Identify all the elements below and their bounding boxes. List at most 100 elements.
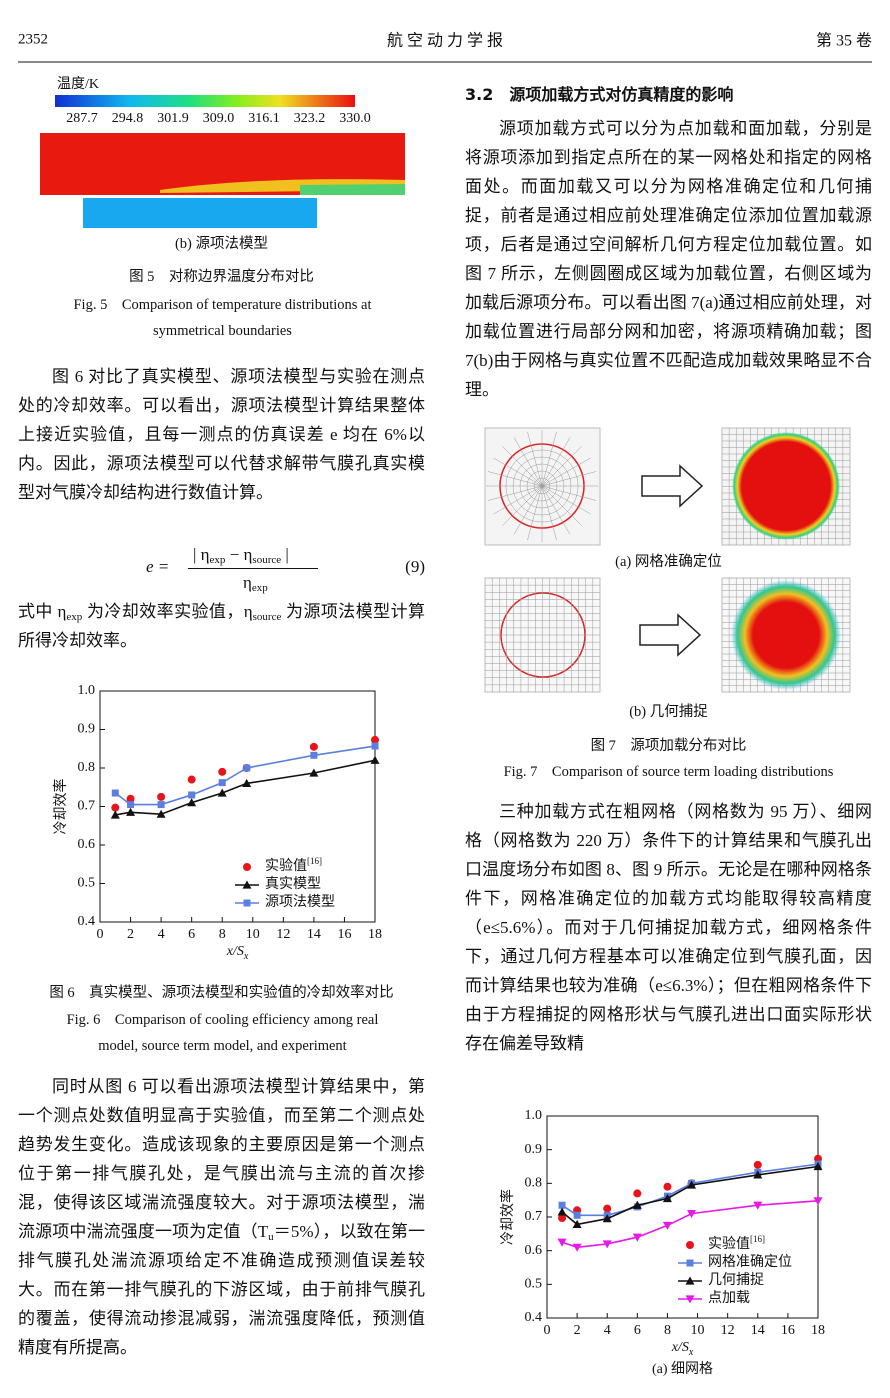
fraction-bar [188, 568, 318, 569]
y-tick-label: 0.9 [78, 722, 96, 737]
mesh-line [541, 485, 571, 535]
legend-name: 网格准确定位 [708, 1254, 792, 1270]
mesh-line [527, 485, 543, 541]
marker [557, 1238, 567, 1247]
legend-marker [243, 863, 251, 871]
x-tick-label: 6 [634, 1323, 641, 1338]
x-tick-label: 12 [276, 927, 290, 942]
mesh-line [502, 485, 543, 526]
marker [572, 1219, 582, 1229]
x-tick-label: 4 [604, 1323, 611, 1338]
x-axis-label-sub: x [688, 1347, 694, 1358]
source-blob [731, 580, 841, 690]
marker [663, 1182, 672, 1191]
marker [309, 742, 318, 751]
legend-label: 真实模型 [265, 876, 321, 892]
x-tick-label: 12 [721, 1323, 735, 1338]
caption-cn: 图 7 源项加载分布对比 [590, 738, 747, 754]
subcaption: (a) 细网格 [652, 1361, 713, 1377]
mesh-line [513, 485, 543, 535]
marker [813, 1197, 823, 1206]
eq-sub: source [252, 554, 282, 566]
mesh-line [541, 446, 582, 487]
legend-name: 点加载 [708, 1290, 750, 1306]
legend-name: 几何捕捉 [708, 1272, 764, 1288]
marker [603, 1204, 612, 1213]
mesh-line [493, 457, 543, 487]
marker [156, 809, 166, 818]
marker [126, 794, 135, 803]
mesh-line [541, 485, 597, 501]
caption-en: Fig. 7 Comparison of source term loading… [503, 764, 834, 780]
y-tick-label: 0.6 [525, 1243, 543, 1258]
x-tick-label: 6 [188, 927, 195, 942]
series-line [114, 745, 376, 806]
marker [602, 1214, 612, 1223]
mesh-line [541, 485, 582, 526]
x-tick-label: 8 [219, 927, 226, 942]
eq-numerator: | ηexp − ηsource | [193, 540, 289, 569]
paragraph: 图 6 对比了真实模型、源项法模型与实验在测点处的冷却效率。可以看出，源项法模型… [18, 367, 425, 502]
paragraph: 式中 ηexp 为冷却效率实验值，ηsource 为源项法模型计算所得冷却效率。 [18, 597, 425, 655]
mesh-line [487, 471, 543, 487]
colorbar [55, 95, 355, 107]
x-tick-label: 8 [664, 1323, 671, 1338]
mesh-line [541, 485, 591, 515]
marker [753, 1201, 763, 1210]
x-axis-label: x/Sx [671, 1340, 694, 1358]
y-tick-label: 0.5 [525, 1277, 543, 1292]
marker [632, 1233, 642, 1242]
mesh-line [493, 485, 543, 515]
x-tick-label: 0 [544, 1323, 551, 1338]
y-axis-label: 冷却效率 [499, 1189, 516, 1245]
caption-en: Fig. 6 Comparison of cooling efficiency … [66, 1012, 379, 1054]
figure7-image [484, 427, 851, 693]
marker [187, 798, 197, 807]
colorbar-tick-label: 323.2 [294, 111, 326, 126]
arrow [639, 613, 702, 657]
eq-part: − η [225, 545, 253, 564]
marker [370, 755, 380, 764]
volume: 第 35 卷 [816, 32, 872, 50]
x-tick-label: 14 [751, 1323, 765, 1338]
x-tick-label: 2 [574, 1323, 581, 1338]
legend-label: 网格准确定位 [708, 1254, 792, 1270]
eq-part: | η [193, 545, 210, 564]
text: 为源项法模型计算所得冷却效率。 [18, 602, 425, 650]
marker [557, 1207, 567, 1216]
marker [573, 1211, 581, 1219]
colorbar-tick-label: 294.8 [112, 111, 144, 126]
caption-cn: 图 6 真实模型、源项法模型和实验值的冷却效率对比 [49, 985, 394, 1001]
series-line [561, 1165, 819, 1226]
sub: exp [66, 611, 83, 623]
y-axis-label: 冷却效率 [52, 779, 69, 835]
figure5-image [40, 95, 405, 228]
y-tick-label: 1.0 [78, 683, 96, 698]
legend-name: 真实模型 [265, 876, 321, 892]
legend-marker [686, 1241, 694, 1249]
colorbar-tick-label: 309.0 [203, 111, 235, 126]
paragraph: 同时从图 6 可以看出源项法模型计算结果中，第一个测点处数值明显高于实验值，而至… [18, 1072, 425, 1362]
mesh-line [541, 437, 571, 487]
chart: 0.4 0.5 0.6 0.7 0.8 0.9 1.0 0 2 4 6 8 10 12 14 16 18 冷却效率… [52, 683, 382, 962]
film-streak [300, 184, 405, 195]
marker [558, 1214, 567, 1223]
eq-part: | [281, 545, 289, 564]
text: 式中 η [18, 602, 67, 621]
marker [157, 792, 166, 801]
y-tick-label: 0.8 [78, 760, 96, 775]
marker [753, 1160, 762, 1169]
x-axis-label-main: x/S [226, 944, 244, 959]
series-line [115, 759, 376, 816]
mesh-line [527, 431, 543, 487]
mesh-line [487, 485, 543, 501]
marker [309, 768, 319, 777]
legend-label: 源项法模型 [265, 894, 335, 910]
legend-label: 点加载 [708, 1290, 750, 1306]
x-axis-label: x/Sx [226, 944, 249, 962]
legend-name: 源项法模型 [265, 894, 335, 910]
legend-marker [685, 1295, 695, 1304]
mesh-line [541, 457, 591, 487]
x-axis-label-sub: x [243, 951, 249, 962]
